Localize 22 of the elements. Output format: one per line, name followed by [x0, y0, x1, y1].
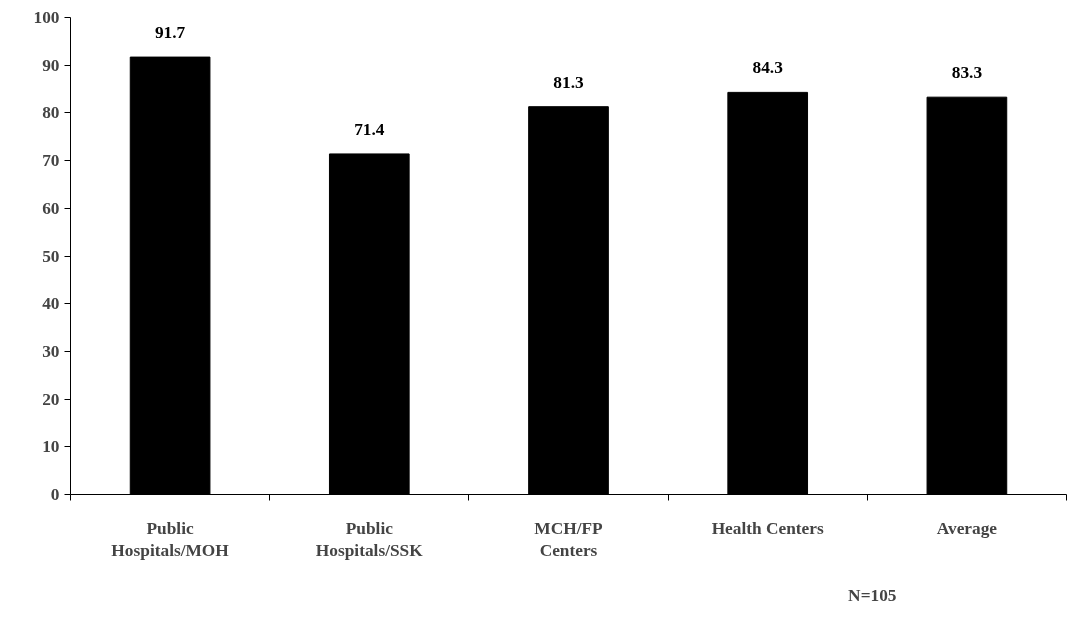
x-tick-label: MCH/FP Centers [534, 518, 604, 561]
y-tick-label: 0 [50, 485, 60, 504]
y-tick-label: 30 [42, 341, 60, 361]
data-label: 81.3 [553, 72, 584, 92]
text: N=105 [848, 585, 897, 605]
y-tick-label: 70 [42, 151, 60, 171]
y-tick-label: 100 [33, 8, 60, 27]
y-tick-label: 60 [42, 198, 60, 218]
y-tick-label: 80 [42, 103, 60, 123]
data-label: 91.7 [154, 23, 186, 43]
data-label: 71.4 [354, 119, 385, 139]
x-tick-label: Public Hospitals/SSK [315, 518, 424, 561]
y-tick-label: 50 [42, 246, 60, 266]
y-tick-label: 10 [42, 437, 60, 457]
x-tick-label: Health Centers [711, 518, 825, 538]
x-tick-label: Average [936, 518, 998, 538]
y-tick-label: 40 [42, 294, 60, 314]
x-tick-label: Public Hospitals/MOH [111, 518, 230, 561]
y-tick-label: 90 [42, 55, 60, 75]
data-label: 84.3 [752, 58, 784, 78]
data-label: 83.3 [951, 63, 983, 83]
y-tick-label: 20 [42, 389, 60, 409]
